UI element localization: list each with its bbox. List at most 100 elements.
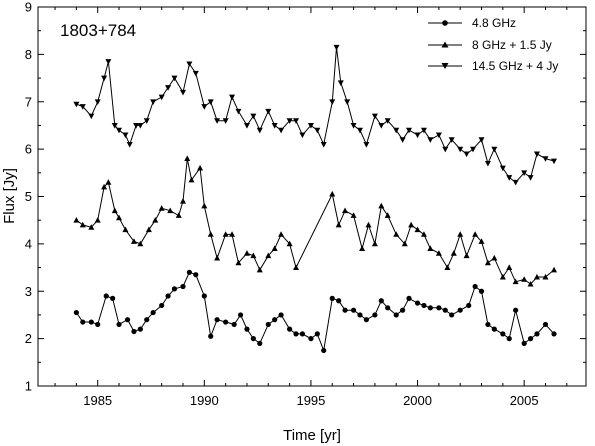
data-point: [73, 101, 80, 108]
data-point: [175, 212, 182, 218]
data-point: [534, 331, 540, 337]
data-point: [393, 312, 399, 318]
data-point: [427, 305, 433, 311]
data-point: [207, 99, 214, 105]
data-point: [271, 245, 278, 252]
data-point: [256, 266, 263, 273]
data-point: [116, 214, 123, 221]
y-tick-label: 9: [25, 0, 32, 15]
legend-label-2: 8 GHz + 1.5 Jy: [472, 38, 552, 52]
data-point: [435, 132, 442, 139]
data-point: [235, 259, 242, 266]
data-point: [307, 123, 314, 129]
y-axis: 1 2 3 4 5 6 7 8 9: [25, 0, 586, 394]
data-point: [144, 317, 150, 323]
data-point: [321, 347, 327, 354]
data-point: [359, 245, 366, 252]
data-point: [400, 307, 406, 313]
data-point: [336, 298, 342, 304]
data-point: [131, 328, 137, 335]
data-point: [320, 141, 327, 148]
data-point: [88, 113, 95, 120]
data-point: [357, 312, 363, 318]
x-tick-label: 1995: [296, 393, 325, 408]
data-point: [499, 165, 506, 172]
data-point: [329, 99, 336, 105]
data-point: [551, 158, 558, 165]
data-point: [265, 252, 272, 259]
x-tick-label: 2005: [510, 393, 539, 408]
data-point: [165, 85, 172, 91]
data-point: [435, 250, 442, 256]
y-tick-label: 3: [25, 284, 32, 299]
data-point: [491, 254, 498, 261]
data-point: [79, 104, 86, 110]
x-tick-label: 1985: [83, 393, 112, 408]
data-point: [256, 127, 263, 134]
data-point: [491, 146, 498, 153]
data-point: [513, 307, 519, 313]
data-point: [197, 164, 204, 171]
data-point: [485, 321, 491, 328]
data-point: [111, 123, 118, 129]
data-point: [299, 331, 306, 337]
legend: 4.8 GHz 8 GHz + 1.5 Jy 14.5 GHz + 4 Jy: [428, 16, 558, 73]
data-point: [222, 231, 229, 237]
data-point: [286, 118, 293, 124]
data-point: [207, 231, 214, 237]
data-point: [158, 205, 165, 211]
data-point: [171, 286, 178, 292]
data-point: [472, 283, 478, 290]
data-point: [111, 207, 118, 214]
data-point: [278, 231, 285, 237]
data-point: [500, 331, 506, 337]
data-point: [250, 252, 257, 259]
data-point: [179, 89, 186, 96]
data-point: [384, 118, 391, 124]
legend-entry-3: 14.5 GHz + 4 Jy: [428, 59, 558, 73]
data-point: [378, 202, 385, 209]
legend-label-3: 14.5 GHz + 4 Jy: [472, 59, 558, 73]
data-point: [237, 312, 244, 318]
data-point: [449, 312, 455, 318]
data-point: [342, 207, 349, 214]
data-point: [184, 155, 191, 161]
data-point: [393, 127, 400, 134]
x-axis-title: Time [yr]: [283, 427, 341, 444]
data-point: [229, 94, 236, 101]
data-point: [365, 221, 372, 228]
data-point: [286, 240, 293, 247]
data-point: [512, 179, 519, 186]
data-point: [130, 238, 137, 244]
data-point: [329, 190, 336, 197]
data-point: [378, 123, 385, 129]
data-point: [293, 331, 299, 337]
data-point: [372, 312, 378, 318]
data-point: [484, 160, 491, 167]
x-tick-label: 1990: [190, 393, 219, 408]
data-point: [478, 288, 485, 294]
y-tick-label: 2: [25, 331, 32, 346]
data-point: [469, 146, 476, 153]
data-point: [450, 250, 457, 256]
data-point: [94, 216, 101, 223]
data-point: [110, 295, 116, 301]
data-point: [150, 99, 157, 105]
data-point: [350, 212, 357, 218]
data-point: [137, 326, 143, 332]
series-2: [73, 155, 558, 287]
data-point: [363, 141, 370, 148]
data-point: [527, 175, 534, 181]
data-point: [73, 216, 80, 223]
data-point: [399, 137, 406, 143]
data-point: [73, 309, 79, 316]
data-point: [308, 336, 314, 342]
data-point: [527, 280, 534, 287]
data-point: [192, 70, 199, 77]
data-point: [222, 118, 229, 124]
data-point: [457, 146, 464, 153]
data-point: [378, 298, 384, 304]
data-point: [350, 307, 357, 313]
data-point: [95, 321, 101, 328]
